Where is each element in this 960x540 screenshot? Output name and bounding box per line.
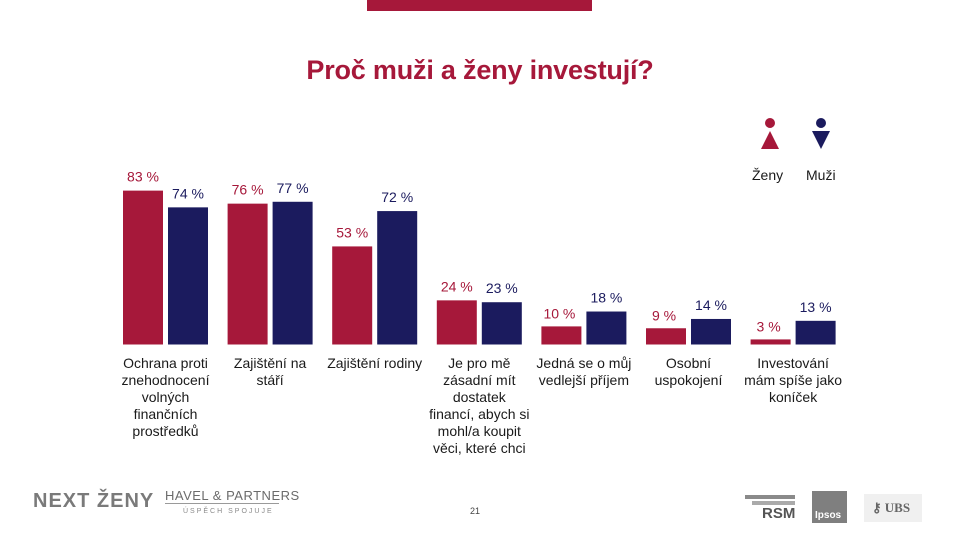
value-label-zeny-2: 53 % [336,224,368,240]
ipsos-logo-box [812,491,847,523]
havel-divider [165,503,279,504]
man-icon-body [812,131,830,149]
ubs-logo-text: UBS [884,500,911,515]
category-label-line: dostatek [452,389,506,405]
bar-zeny-6 [750,339,791,345]
category-label-line: Zajištění na [233,355,307,371]
category-label-5: Osobní uspokojení [631,355,747,389]
category-label-line: mohl/a koupit [437,423,521,439]
category-label-line: Jedná se o můj [536,355,632,371]
bar-zeny-4 [541,326,582,345]
man-icon-head [816,118,826,128]
category-label-line: Zajištění rodiny [327,355,423,371]
bar-muzi-3 [481,302,522,345]
category-label-line: věci, které chci [433,440,526,456]
value-label-muzi-4: 18 % [590,290,622,306]
bar-muzi-0 [168,207,208,345]
bar-zeny-1 [227,203,268,345]
category-label-line: mám spíše jako [744,372,843,388]
woman-icon-head [765,118,775,128]
category-label-6: Investování mám spíše jako koníček [735,355,851,406]
category-label-line: finančních [133,406,198,422]
bar-muzi-4 [586,311,627,345]
bar-zeny-2 [332,246,373,345]
category-label-line: volných [141,389,190,405]
category-label-line: Ochrana proti [123,355,208,371]
bar-muzi-1 [272,201,313,345]
category-label-0: Ochrana proti znehodnocení volných finanční… [108,355,224,440]
bar-zeny-0 [123,190,163,345]
bar-muzi-5 [691,318,731,345]
havel-tagline: ÚSPĚCH SPOJUJE [183,508,274,515]
category-label-line: Osobní [665,355,712,371]
legend-label-muzi: Muži [806,167,836,183]
category-label-4: Jedná se o můj vedlejší příjem [526,355,642,389]
category-label-3: Je pro mě zásadní mít dostatek financí, aby… [421,355,537,457]
category-label-line: uspokojení [654,372,723,388]
value-label-muzi-6: 13 % [800,299,832,315]
category-label-1: Zajištění na stáří [212,355,328,389]
category-label-line: prostředků [132,423,199,439]
page-title: Proč muži a ženy investují? [306,55,654,85]
value-label-muzi-2: 72 % [381,189,413,205]
category-label-line: zásadní mít [443,372,516,388]
top-accent-bar [367,0,592,11]
value-label-zeny-3: 24 % [441,278,473,294]
value-label-zeny-5: 9 % [652,307,676,323]
bar-muzi-6 [795,320,836,345]
category-label-line: financí, abych si [429,406,530,422]
page-number: 21 [470,506,481,516]
ubs-keys-icon: ⚷ [872,500,882,515]
rsm-bar-2 [752,501,795,505]
havel-partners-logo: HAVEL & PARTNERS [165,488,300,503]
rsm-logo: RSM [762,505,796,522]
value-label-muzi-3: 23 % [486,280,518,296]
category-label-line: koníček [768,389,818,405]
bar-zeny-5 [646,328,686,345]
ipsos-logo: Ipsos [815,510,842,521]
category-label-line: znehodnocení [121,372,210,388]
category-label-line: Je pro mě [448,355,511,371]
value-label-zeny-4: 10 % [543,305,575,321]
value-label-zeny-0: 83 % [127,169,159,185]
ubs-logo: ⚷ UBS [872,500,910,516]
value-label-muzi-5: 14 % [695,297,727,313]
value-label-zeny-6: 3 % [757,318,781,334]
category-label-line: Investování [757,355,829,371]
category-label-line: vedlejší příjem [538,372,630,388]
value-label-muzi-1: 77 % [277,180,309,196]
legend-label-zeny: Ženy [752,167,784,183]
ubs-logo-box [864,494,922,522]
value-label-zeny-1: 76 % [232,182,264,198]
bar-muzi-2 [377,211,418,345]
rsm-bar-1 [745,495,795,499]
value-label-muzi-0: 74 % [172,185,204,201]
legend-icons [761,118,830,149]
bar-zeny-3 [436,300,477,345]
next-zeny-logo: NEXT ŽENY [33,490,155,512]
category-label-line: stáří [256,372,284,388]
category-label-2: Zajištění rodiny [317,355,433,372]
woman-icon-body [761,131,779,149]
